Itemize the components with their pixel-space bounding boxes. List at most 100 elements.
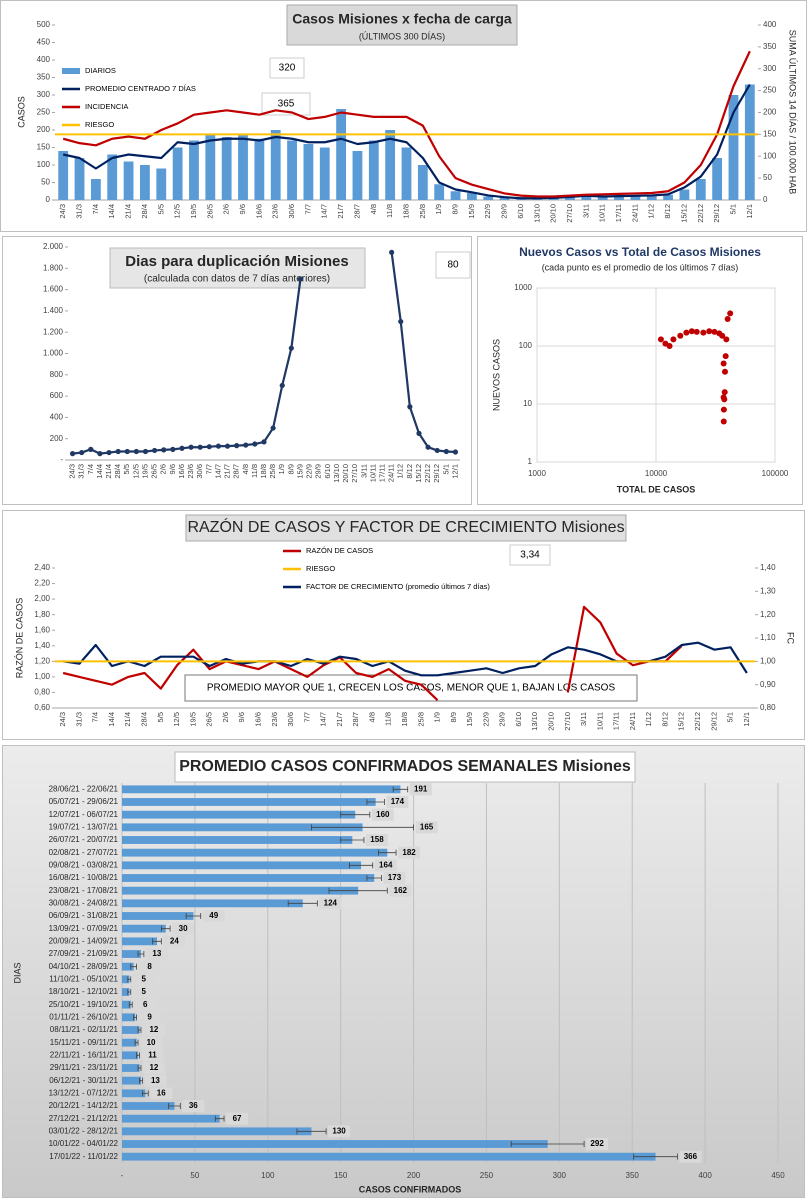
y-axis-title: NUEVOS CASOS — [491, 339, 501, 411]
chart-title: PROMEDIO CASOS CONFIRMADOS SEMANALES Mis… — [179, 758, 631, 775]
point — [688, 328, 695, 335]
y2-tick-label: 150 — [763, 129, 777, 138]
x-tick-label: 20/10 — [549, 204, 558, 223]
line — [62, 83, 751, 200]
y-tick-label: 13/12/21 - 07/12/21 — [49, 1088, 119, 1097]
x-tick-label: 31/3 — [74, 712, 83, 727]
x-tick-label: 18/8 — [401, 204, 410, 219]
bar — [695, 179, 706, 200]
marker — [252, 441, 258, 447]
panel — [477, 236, 803, 505]
bar — [712, 158, 723, 200]
value-label: 8 — [147, 962, 152, 971]
value-label-box — [144, 1074, 167, 1087]
bar — [319, 147, 330, 200]
x-tick-label: 19/5 — [140, 464, 149, 479]
bar — [122, 962, 134, 971]
value-label-box — [132, 986, 155, 998]
value-label-box — [134, 998, 157, 1011]
y-tick-label: 1,00 — [34, 672, 50, 681]
value-label-box — [138, 1011, 161, 1024]
y-tick-label: 1.000 — [43, 349, 64, 358]
value-label-box — [150, 1087, 173, 1100]
x-tick-label: 5/1 — [728, 204, 737, 214]
x-tick-label: 28/4 — [140, 712, 149, 727]
x-tick-label: 11/8 — [385, 204, 394, 218]
x-tick-label: 26/5 — [205, 712, 214, 727]
value-label: 9 — [147, 1012, 152, 1021]
y2-axis-title: SUMA ÚLTIMOS 14 DÍAS / 100.000 HAB — [788, 30, 798, 194]
line — [62, 50, 751, 198]
point — [724, 316, 731, 323]
x-tick-label: 200 — [407, 1171, 421, 1180]
y-tick-label: 450 — [37, 38, 51, 47]
x-tick-label: 23/6 — [270, 712, 279, 727]
error-bar — [136, 1052, 140, 1059]
error-bar — [214, 1115, 225, 1122]
y-tick-label: 01/11/21 - 26/10/21 — [49, 1012, 118, 1021]
marker — [297, 276, 304, 282]
error-bar — [311, 824, 414, 831]
bar — [287, 140, 297, 200]
error-bar — [127, 976, 132, 983]
x-axis-title: CASOS CONFIRMADOS — [359, 1184, 462, 1194]
legend-label: RAZÓN DE CASOS — [306, 546, 373, 555]
y-tick-label: 0,80 — [34, 688, 50, 697]
x-tick-label: 15/12 — [677, 712, 686, 731]
value-label-box — [371, 808, 394, 821]
bar — [238, 135, 248, 200]
y-tick-label: 11/10/21 - 05/10/21 — [49, 974, 118, 983]
marker — [161, 447, 167, 453]
marker — [188, 444, 194, 450]
y-tick-label: 0,60 — [34, 703, 50, 712]
y2-tick-label: 1,00 — [760, 656, 776, 665]
y2-tick-label: 1,10 — [760, 633, 776, 642]
point — [666, 343, 673, 349]
y-tick-label: 500 — [37, 20, 51, 29]
marker — [434, 447, 440, 454]
x-tick-label: 11/8 — [384, 712, 393, 726]
y2-tick-label: 50 — [763, 173, 772, 182]
x-tick-label: 12/5 — [172, 712, 181, 727]
x-tick-label: 27/10 — [350, 464, 359, 483]
value-label: 6 — [143, 1000, 148, 1009]
point — [677, 332, 684, 339]
point — [720, 360, 727, 367]
x-tick-label: 17/11 — [377, 464, 386, 482]
y-tick-label: 2,00 — [34, 594, 50, 603]
y-tick-label: 29/11/21 - 23/11/21 — [50, 1063, 119, 1072]
bar — [122, 1038, 137, 1047]
x-tick-label: 2/6 — [221, 712, 230, 722]
value-label: 164 — [379, 860, 393, 869]
bar — [122, 1114, 220, 1123]
marker — [97, 451, 103, 457]
x-tick-label: 21/7 — [335, 712, 344, 727]
error-bar — [127, 989, 132, 995]
y-axis-title: RAZÓN DE CASOS — [14, 598, 24, 679]
y-tick-label: 18/10/21 - 12/10/21 — [49, 987, 119, 996]
point — [693, 328, 700, 335]
value-label: 130 — [332, 1126, 346, 1135]
error-bar — [287, 900, 318, 907]
y-tick-label: 08/11/21 - 02/11/21 — [50, 1025, 119, 1034]
bar — [122, 1152, 656, 1161]
value-label: 162 — [394, 886, 408, 895]
x-tick-label: 30/6 — [287, 204, 296, 219]
bar — [122, 798, 376, 806]
bar — [303, 144, 314, 200]
bar — [122, 836, 353, 844]
x-tick-label: 14/7 — [213, 464, 222, 479]
value-label-box — [679, 1150, 702, 1163]
x-tick-label: 4/8 — [369, 204, 378, 214]
x-tick-label: 15/12 — [414, 464, 423, 483]
x-tick-label: 7/7 — [204, 464, 213, 474]
value-label: 165 — [420, 822, 434, 831]
y-tick-label: 1,20 — [34, 656, 50, 665]
x-tick-label: 1/9 — [433, 712, 442, 722]
bar — [122, 988, 130, 996]
y-tick-label: 16/08/21 - 10/08/21 — [49, 873, 119, 882]
legend-swatch — [62, 68, 80, 74]
x-tick-label: 14/7 — [320, 204, 329, 219]
x-tick-label: 23/6 — [186, 464, 195, 479]
error-bar — [137, 1065, 142, 1071]
